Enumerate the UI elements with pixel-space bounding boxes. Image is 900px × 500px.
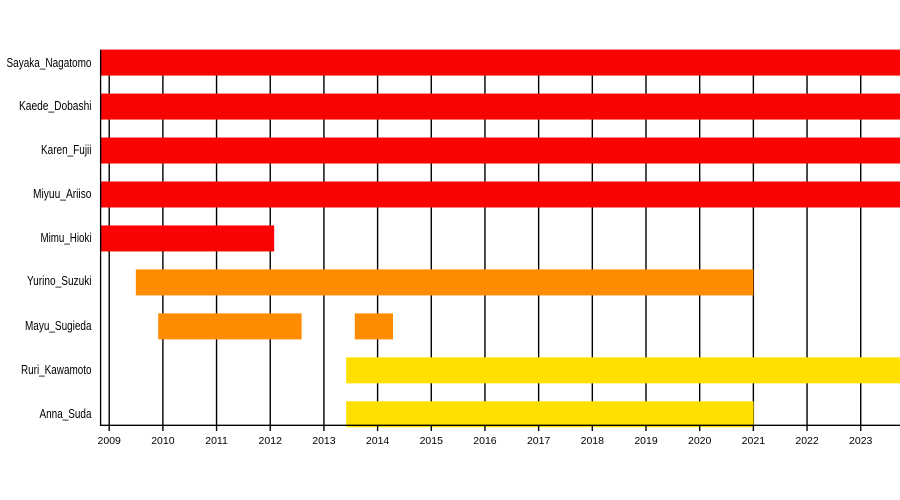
svg-text:Anna_Suda: Anna_Suda xyxy=(40,406,92,421)
svg-text:2015: 2015 xyxy=(420,435,444,447)
svg-text:2019: 2019 xyxy=(634,435,658,447)
svg-text:2013: 2013 xyxy=(312,435,336,447)
svg-text:2012: 2012 xyxy=(259,435,283,447)
svg-text:2016: 2016 xyxy=(473,435,497,447)
svg-text:2020: 2020 xyxy=(688,435,712,447)
svg-text:2023: 2023 xyxy=(849,435,873,447)
svg-text:Mimu_Hioki: Mimu_Hioki xyxy=(41,230,92,245)
svg-text:2014: 2014 xyxy=(366,435,390,447)
svg-text:Miyuu_Ariiso: Miyuu_Ariiso xyxy=(33,186,92,201)
svg-text:2021: 2021 xyxy=(742,435,766,447)
svg-text:2009: 2009 xyxy=(98,435,122,447)
svg-text:2017: 2017 xyxy=(527,435,551,447)
svg-text:Ruri_Kawamoto: Ruri_Kawamoto xyxy=(21,362,92,377)
svg-text:Kaede_Dobashi: Kaede_Dobashi xyxy=(19,98,92,113)
svg-text:2010: 2010 xyxy=(151,435,175,447)
svg-text:Sayaka_Nagatomo: Sayaka_Nagatomo xyxy=(7,55,92,70)
svg-text:Karen_Fujii: Karen_Fujii xyxy=(41,142,92,157)
svg-text:Yurino_Suzuki: Yurino_Suzuki xyxy=(27,273,92,288)
svg-text:Mayu_Sugieda: Mayu_Sugieda xyxy=(25,318,92,333)
svg-text:2011: 2011 xyxy=(205,435,228,447)
svg-text:2022: 2022 xyxy=(795,435,819,447)
svg-text:2018: 2018 xyxy=(581,435,605,447)
